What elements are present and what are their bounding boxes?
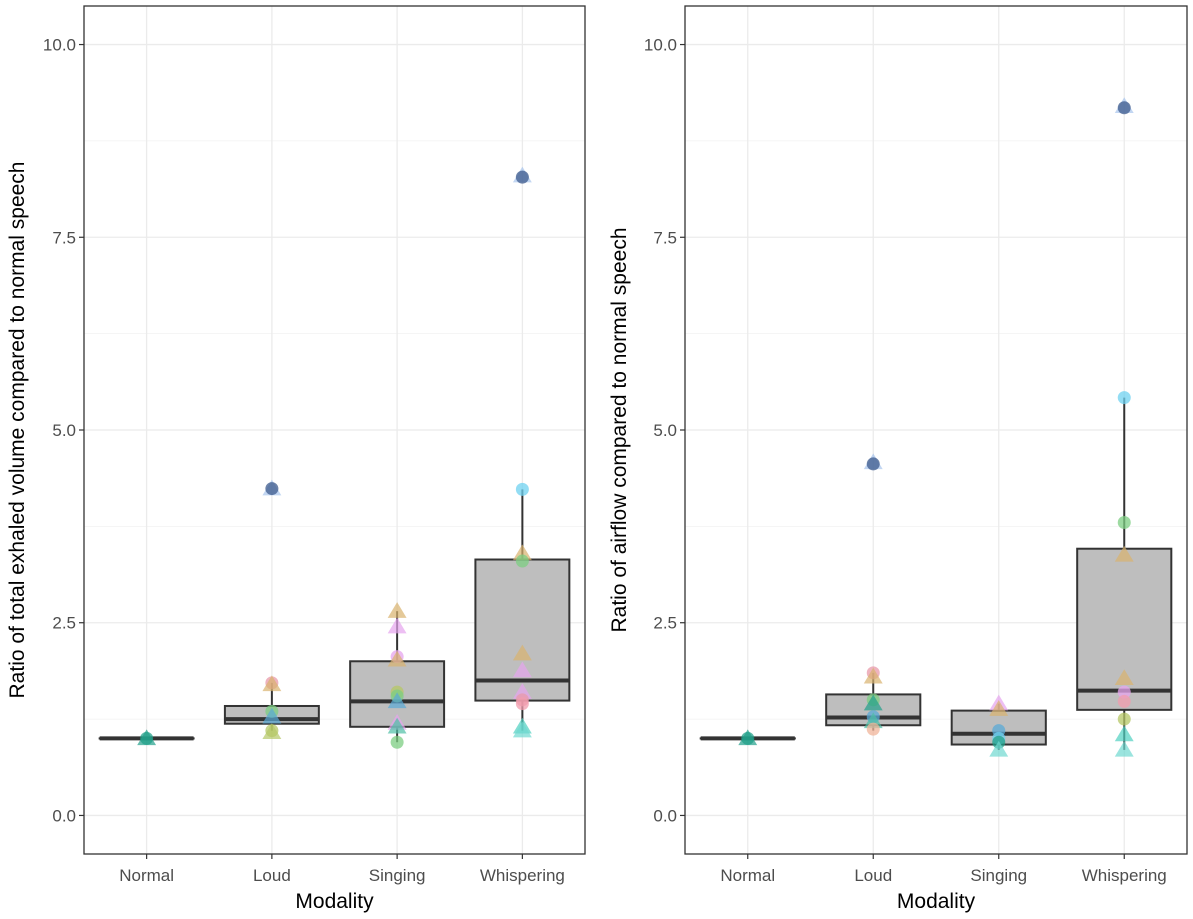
data-point-triangle: [512, 683, 532, 699]
data-point-triangle: [512, 644, 532, 661]
data-point-triangle: [1114, 545, 1134, 562]
data-point-circle: [515, 697, 529, 711]
y-tick-label: 0.0: [52, 806, 76, 825]
data-point-triangle: [989, 740, 1009, 757]
y-tick-label: 7.5: [653, 228, 677, 247]
data-point-triangle: [863, 694, 883, 711]
data-point-circle: [741, 731, 755, 745]
data-point-circle: [1117, 516, 1131, 530]
data-point-triangle: [512, 721, 532, 738]
data-point-circle: [265, 482, 279, 496]
data-point-circle: [1117, 712, 1131, 726]
y-tick-label: 5.0: [653, 421, 677, 440]
data-point-triangle: [262, 675, 282, 692]
x-axis-title: Modality: [897, 890, 976, 913]
data-point-circle: [515, 482, 529, 496]
x-tick-label: Singing: [369, 866, 426, 885]
data-point-circle: [515, 554, 529, 568]
x-tick-label: Whispering: [1082, 866, 1167, 885]
data-point-triangle: [1114, 725, 1134, 742]
data-point-triangle: [387, 650, 407, 667]
y-tick-label: 2.5: [52, 614, 76, 633]
y-axis-title: Ratio of airflow compared to normal spee…: [608, 227, 631, 632]
data-point-triangle: [1114, 669, 1134, 685]
data-point-triangle: [1114, 740, 1134, 757]
data-point-triangle: [512, 661, 532, 678]
y-tick-label: 10.0: [644, 36, 677, 55]
box-body: [1076, 547, 1173, 711]
data-point-circle: [390, 735, 404, 749]
data-point-triangle: [863, 712, 883, 729]
data-point-circle: [1117, 694, 1131, 708]
data-point-circle: [866, 457, 880, 471]
y-tick-label: 10.0: [43, 36, 76, 55]
data-points: [738, 97, 1134, 757]
x-tick-label: Singing: [970, 866, 1027, 885]
data-points: [137, 166, 532, 749]
y-axis-title: Ratio of total exhaled volume compared t…: [6, 162, 29, 699]
data-point-circle: [515, 170, 529, 184]
data-point-circle: [866, 722, 880, 736]
data-point-triangle: [512, 544, 532, 561]
panel-left: 0.0 2.5 5.0 7.5 10.0 Normal Loud Singing Whisper…: [6, 5, 586, 913]
x-tick-label: Normal: [720, 866, 775, 885]
data-point-triangle: [262, 723, 282, 739]
box-whispering: [1076, 397, 1173, 750]
data-point-circle: [1117, 685, 1131, 699]
x-tick-label: Whispering: [480, 866, 565, 885]
y-tick-label: 0.0: [653, 806, 677, 825]
y-tick-label: 2.5: [653, 614, 677, 633]
panel-right: 0.0 2.5 5.0 7.5 10.0 Normal Loud Singing Whisper…: [608, 5, 1188, 913]
x-tick-label: Loud: [253, 866, 291, 885]
data-point-triangle: [387, 617, 407, 634]
y-tick-label: 7.5: [52, 228, 76, 247]
data-point-circle: [140, 731, 154, 745]
data-point-triangle: [387, 692, 407, 709]
data-point-triangle: [989, 700, 1009, 716]
data-point-circle: [1117, 101, 1131, 115]
data-point-triangle: [262, 707, 282, 724]
x-tick-label: Loud: [854, 866, 892, 885]
y-tick-label: 5.0: [52, 421, 76, 440]
x-tick-label: Normal: [119, 866, 174, 885]
data-point-triangle: [387, 602, 407, 618]
x-axis-title: Modality: [295, 890, 374, 913]
data-point-circle: [1117, 391, 1131, 405]
data-point-triangle: [387, 717, 407, 734]
data-point-triangle: [863, 667, 883, 684]
